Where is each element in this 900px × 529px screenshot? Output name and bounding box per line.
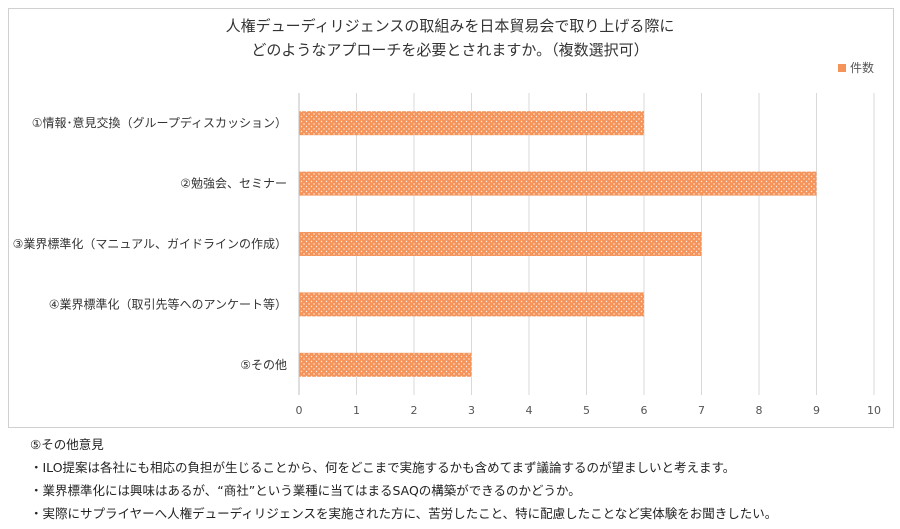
other-opinions: ⑤その他意見 ・ILO提案は各社にも相応の負担が生じることから、何をどこまで実施… xyxy=(30,434,777,525)
bar xyxy=(299,232,702,256)
notes-line: ・実際にサプライヤーへ人権デューディリジェンスを実施された方に、苦労したこと、特… xyxy=(30,506,778,521)
bar-chart: 0 1 2 3 4 5 6 7 8 9 10 ①情報･意見交換（グループディスカッション） ②勉強会、セ… xyxy=(13,93,881,417)
category-label: ④業界標準化（取引先等へのアンケート等） xyxy=(49,296,287,311)
x-tick-label: 7 xyxy=(698,404,705,417)
legend-label: 件数 xyxy=(850,61,875,75)
x-tick-label: 9 xyxy=(813,404,820,417)
category-label: ②勉強会、セミナー xyxy=(180,177,287,191)
notes-line: ・ILO提案は各社にも相応の負担が生じることから、何をどこまで実施するかも含めて… xyxy=(30,460,736,475)
bar xyxy=(299,352,472,377)
chart-legend: 件数 xyxy=(838,59,874,76)
x-tick-label: 2 xyxy=(411,404,418,417)
category-label: ⑤その他 xyxy=(240,358,287,372)
chart-subtitle: どのようなアプローチを必要とされますか。（複数選択可） xyxy=(251,41,649,59)
chart-title: 人権デューディリジェンスの取組みを日本貿易会で取り上げる際に xyxy=(225,17,675,35)
category-label: ①情報･意見交換（グループディスカッション） xyxy=(32,115,287,130)
x-tick-label: 0 xyxy=(296,404,303,417)
category-label: ③業界標準化（マニュアル、ガイドラインの作成） xyxy=(13,236,287,251)
x-tick-label: 5 xyxy=(583,404,590,417)
notes-line: ・業界標準化には興味はあるが、“商社”という業種に当てはまるSAQの構築ができる… xyxy=(30,483,581,498)
x-tick-label: 8 xyxy=(756,404,763,417)
bar xyxy=(299,111,644,136)
x-tick-label: 3 xyxy=(468,404,475,417)
x-tick-label: 6 xyxy=(641,404,648,417)
notes-heading: ⑤その他意見 xyxy=(30,437,104,452)
x-tick-label: 10 xyxy=(867,404,881,417)
bar xyxy=(299,171,817,196)
x-tick-label: 4 xyxy=(526,404,533,417)
bar xyxy=(299,292,644,317)
x-tick-label: 1 xyxy=(353,404,360,417)
legend-swatch xyxy=(838,63,846,72)
